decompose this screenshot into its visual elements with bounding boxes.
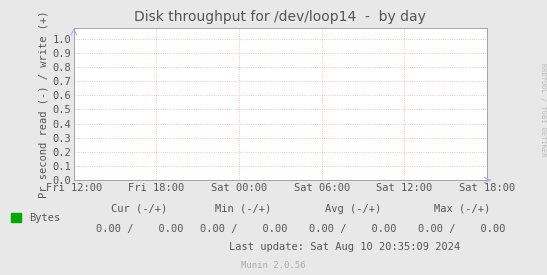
Title: Disk throughput for /dev/loop14  -  by day: Disk throughput for /dev/loop14 - by day	[135, 10, 426, 24]
Text: Cur (-/+): Cur (-/+)	[112, 204, 167, 214]
Text: Avg (-/+): Avg (-/+)	[325, 204, 381, 214]
Text: Max (-/+): Max (-/+)	[434, 204, 490, 214]
Text: 0.00 /    0.00: 0.00 / 0.00	[200, 224, 287, 234]
Y-axis label: Pr second read (-) / write (+): Pr second read (-) / write (+)	[38, 10, 48, 197]
Text: Munin 2.0.56: Munin 2.0.56	[241, 261, 306, 270]
Text: 0.00 /    0.00: 0.00 / 0.00	[309, 224, 397, 234]
Text: Last update: Sat Aug 10 20:35:09 2024: Last update: Sat Aug 10 20:35:09 2024	[229, 242, 460, 252]
Legend: Bytes: Bytes	[11, 213, 61, 223]
Text: Min (-/+): Min (-/+)	[216, 204, 271, 214]
Text: 0.00 /    0.00: 0.00 / 0.00	[418, 224, 506, 234]
Text: 0.00 /    0.00: 0.00 / 0.00	[96, 224, 183, 234]
Text: RRDTOOL / TOBI OETIKER: RRDTOOL / TOBI OETIKER	[540, 63, 546, 157]
